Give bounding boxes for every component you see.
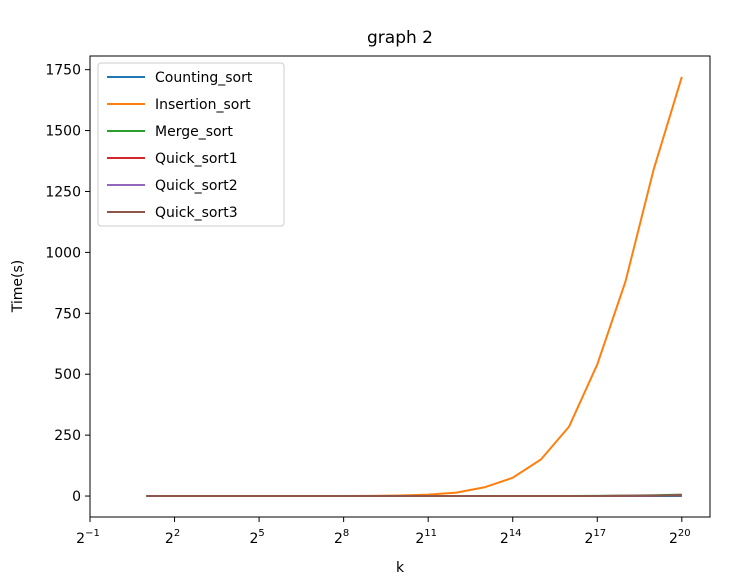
chart-title: graph 2 — [367, 28, 433, 48]
legend-box — [97, 62, 285, 227]
y-tick-label: 1750 — [45, 63, 81, 79]
x-axis: 2−1 22 25 28 211 214 217 220 — [76, 517, 691, 547]
x-tick-label: 2−1 — [76, 528, 100, 547]
y-tick-label: 750 — [54, 306, 81, 322]
x-tick-label: 220 — [669, 528, 691, 547]
x-tick-label: 22 — [165, 528, 180, 547]
y-tick-label: 250 — [54, 428, 81, 444]
x-axis-label: k — [396, 560, 405, 576]
y-axis: 0 250 500 750 1000 1250 1500 1750 — [45, 63, 90, 505]
legend-label: Quick_sort3 — [155, 205, 238, 221]
legend-label: Quick_sort2 — [155, 178, 238, 194]
legend-label: Counting_sort — [155, 70, 253, 86]
x-tick-label: 25 — [249, 528, 264, 547]
x-tick-label: 211 — [415, 528, 437, 547]
y-tick-label: 500 — [54, 367, 81, 383]
x-tick-label: 214 — [500, 528, 522, 547]
y-tick-label: 1000 — [45, 245, 81, 261]
legend-label: Insertion_sort — [155, 97, 251, 113]
y-tick-label: 1500 — [45, 124, 81, 140]
legend-label: Merge_sort — [155, 124, 233, 140]
y-tick-label: 1250 — [45, 184, 81, 200]
legend: Counting_sort Insertion_sort Merge_sort Qui… — [97, 62, 285, 227]
plot-series — [146, 76, 683, 498]
legend-label: Quick_sort1 — [155, 151, 238, 167]
x-tick-label: 28 — [334, 528, 349, 547]
series-line-quick-sort3 — [146, 494, 682, 498]
y-tick-label: 0 — [72, 489, 81, 505]
y-axis-label: Time(s) — [10, 260, 26, 313]
x-tick-label: 217 — [584, 528, 606, 547]
plot-frame — [89, 55, 711, 518]
